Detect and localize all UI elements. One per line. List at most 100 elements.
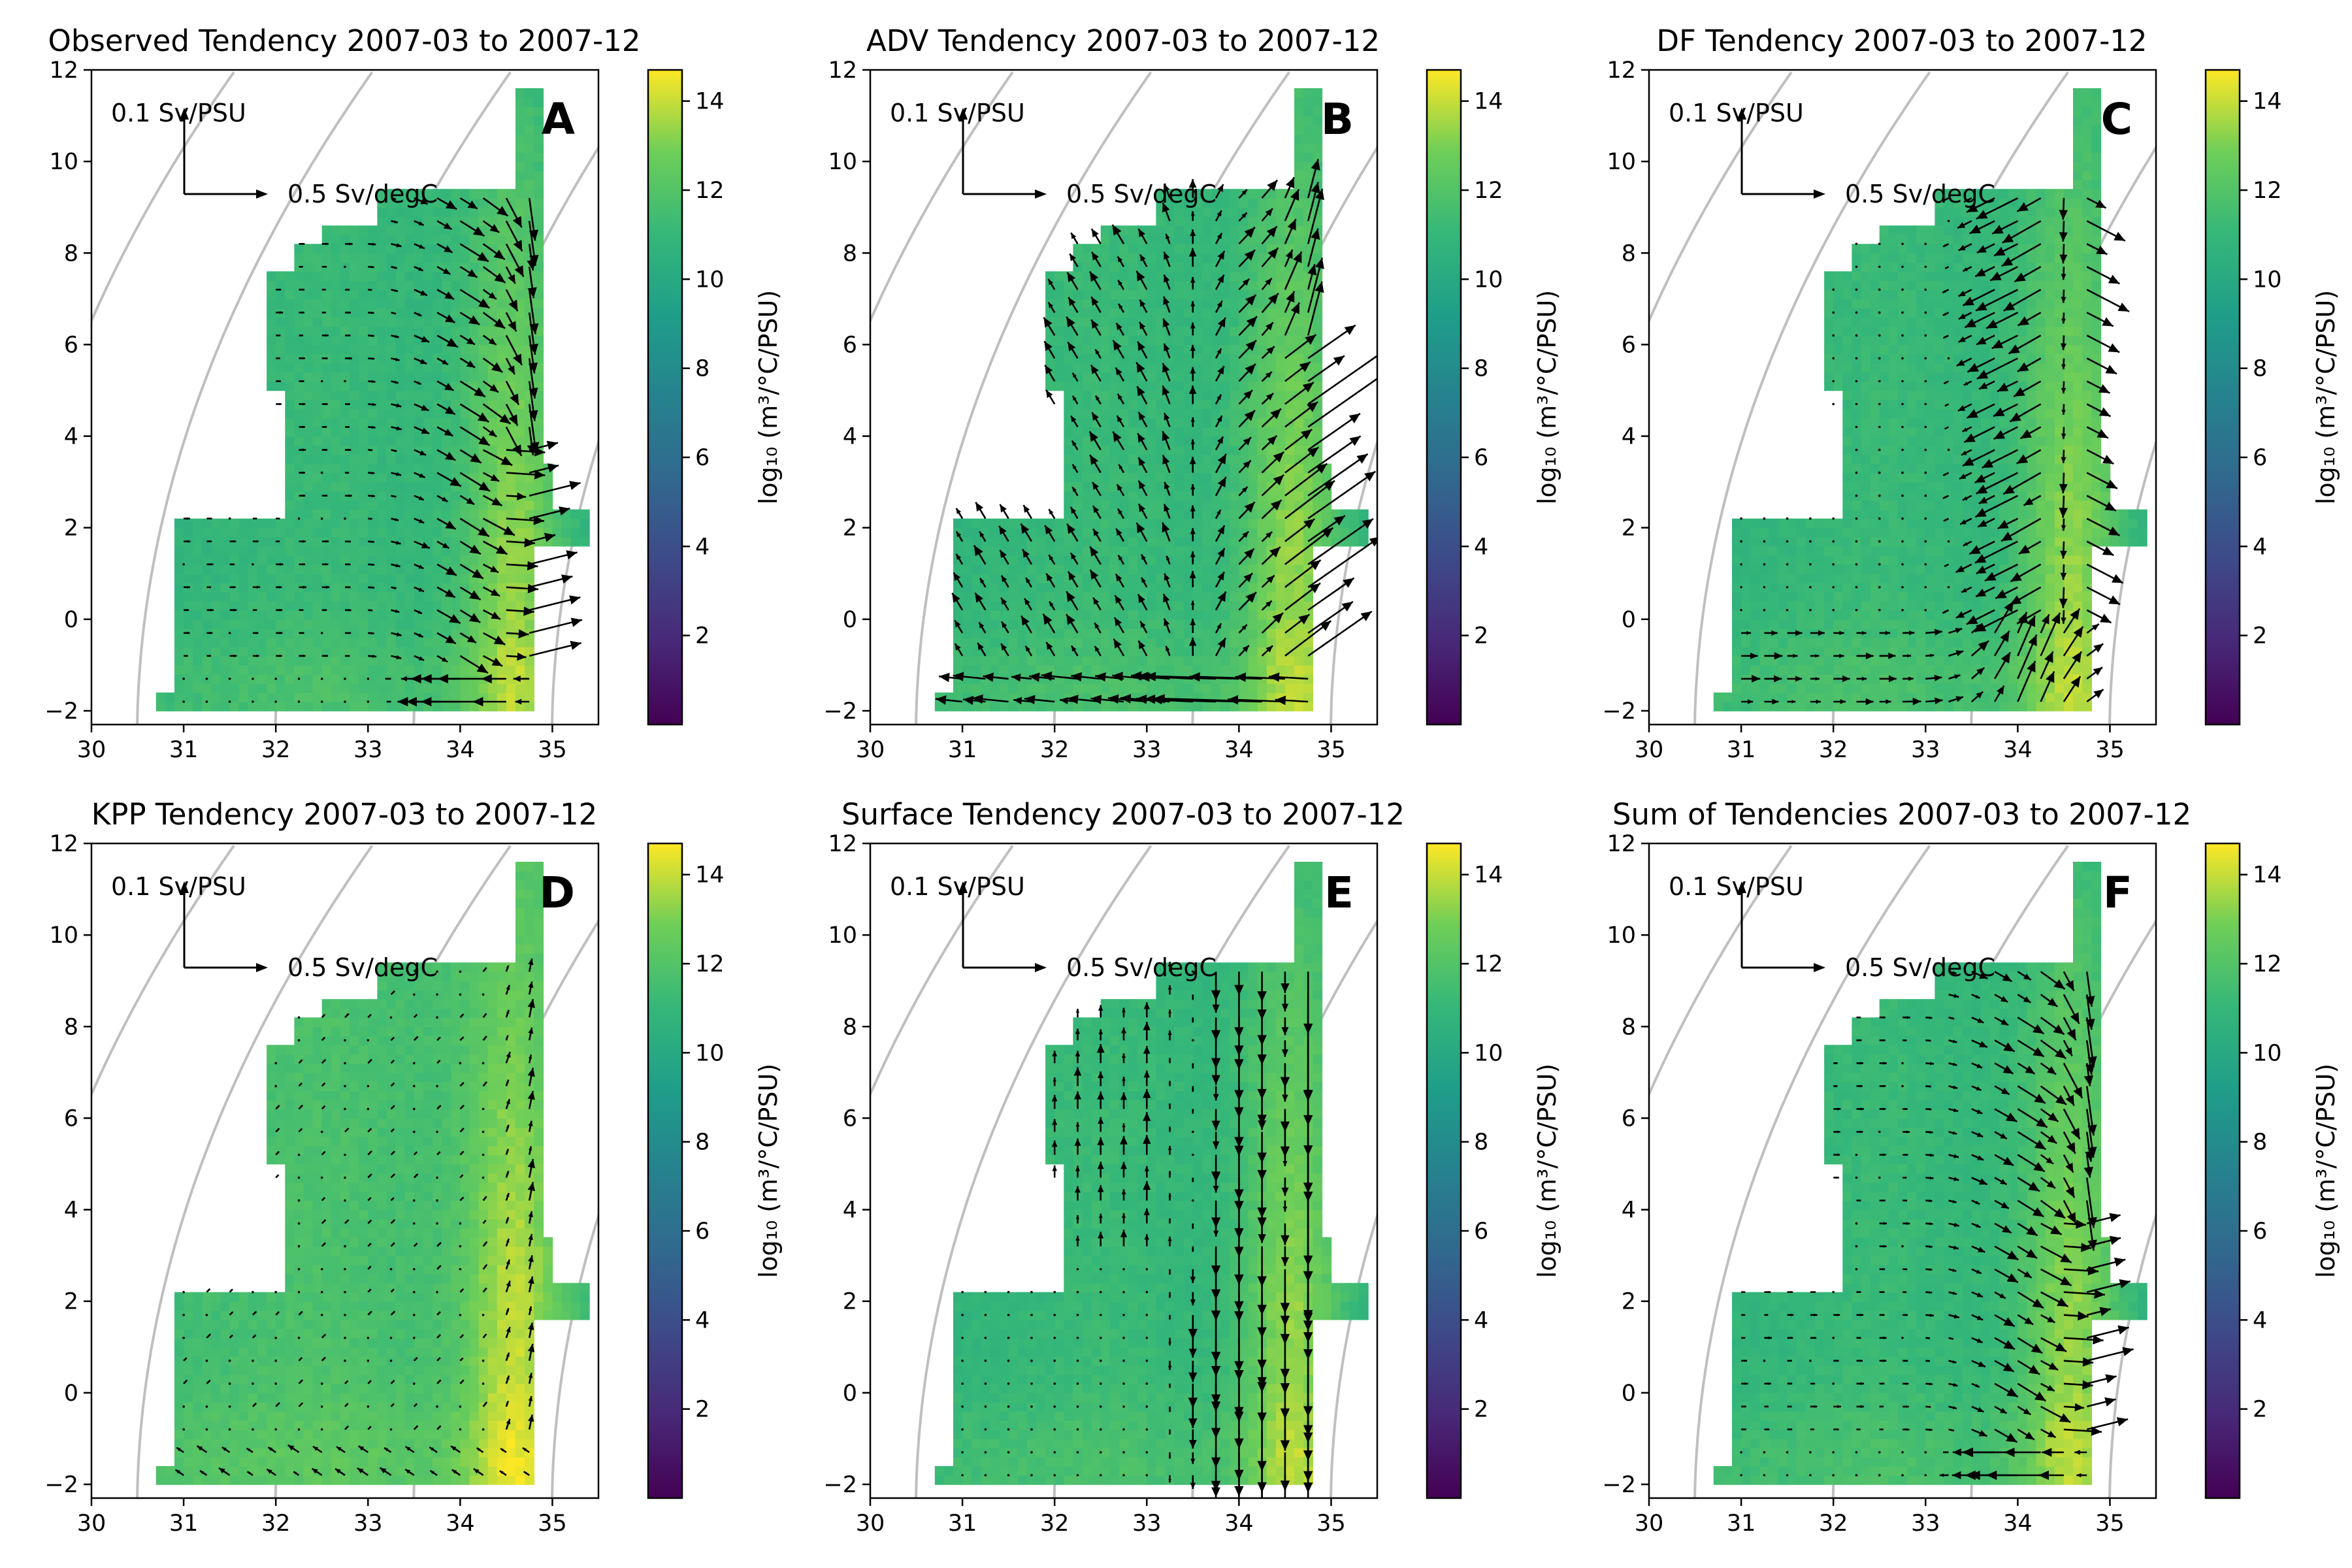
panel-a-field-cell xyxy=(174,582,184,593)
panel-a-field-cell xyxy=(303,546,314,556)
panel-a-field-cell xyxy=(525,189,534,199)
panel-b-field-cell xyxy=(1100,308,1111,318)
panel-b-field-cell xyxy=(1239,491,1249,501)
panel-a-field-cell xyxy=(229,628,240,638)
panel-b-field-cell xyxy=(1054,335,1065,346)
panel-a-field-cell xyxy=(377,573,387,583)
panel-a-field-cell xyxy=(386,619,397,629)
panel-b-field-cell xyxy=(1128,335,1138,346)
panel-b-field-cell xyxy=(1147,664,1157,675)
panel-a-field-cell xyxy=(303,637,314,647)
panel-a-quiver-head xyxy=(395,380,399,384)
panel-a-field-cell xyxy=(534,161,544,171)
panel-a-field-cell xyxy=(368,381,378,391)
panel-a-field-cell xyxy=(350,244,359,254)
panel-a-field-cell xyxy=(469,509,480,519)
panel-b-field-cell xyxy=(1174,546,1184,556)
panel-a-quiver-head xyxy=(467,269,478,278)
panel-b-quiver-head xyxy=(1190,229,1196,237)
panel-a-field-cell xyxy=(478,518,489,529)
panel-b-field-cell xyxy=(1211,582,1221,593)
panel-a-field-cell xyxy=(202,655,212,666)
panel-a-field-cell xyxy=(451,527,461,538)
panel-b-field-cell xyxy=(972,664,982,675)
panel-b-field-cell xyxy=(999,683,1009,693)
panel-b-field-cell xyxy=(1257,317,1267,327)
panel-a-field-cell xyxy=(515,664,525,675)
panel-b-field-cell xyxy=(1230,344,1240,355)
panel-a-field-cell xyxy=(386,372,397,382)
panel-b-quiver-head xyxy=(955,620,961,628)
panel-a-field-cell xyxy=(561,518,572,529)
panel-a-field-cell xyxy=(350,363,359,373)
panel-a-field-cell xyxy=(525,299,534,309)
panel-b-field-cell xyxy=(1064,536,1074,547)
panel-a-field-cell xyxy=(515,702,525,711)
panel-a-field-cell xyxy=(294,436,304,446)
panel-b-field-cell xyxy=(1201,518,1212,529)
panel-b-field-cell xyxy=(1073,363,1083,373)
panel-b-quiver-head xyxy=(999,525,1007,535)
panel-b-quiver-head xyxy=(1217,548,1225,557)
panel-b-field-cell xyxy=(1156,299,1166,309)
panel-b-field-cell xyxy=(1201,564,1212,574)
panel-a-field-cell xyxy=(340,335,350,346)
panel-a-field-cell xyxy=(359,280,369,291)
panel-a-field-cell xyxy=(202,555,212,565)
panel-a-field-cell xyxy=(184,527,193,538)
panel-b-field-cell xyxy=(1128,390,1138,400)
panel-a-field-cell xyxy=(404,408,415,419)
panel-b-quiver-head xyxy=(1118,555,1123,561)
panel-b-field-cell xyxy=(1137,564,1148,574)
panel-b-field-cell xyxy=(1100,518,1111,529)
panel-a-field-cell xyxy=(368,280,378,291)
panel-a-field-cell xyxy=(359,417,369,428)
panel-b-quiver-head xyxy=(1024,694,1036,705)
panel-a-quiver-dot xyxy=(320,700,323,703)
panel-a-field-cell xyxy=(368,244,378,254)
panel-a-field-cell xyxy=(276,564,286,574)
panel-a-field-cell xyxy=(377,600,387,611)
panel-a-field-cell xyxy=(220,555,231,565)
panel-b-field-cell xyxy=(1174,344,1184,355)
panel-b-quiver-head xyxy=(1138,412,1146,421)
panel-b-quiver-head xyxy=(1267,435,1277,446)
panel-b-field-cell xyxy=(1109,271,1120,282)
panel-a-quiver-head xyxy=(478,482,490,491)
panel-a-field-cell xyxy=(312,472,323,483)
panel-a-field-cell xyxy=(395,344,406,355)
panel-a-field-cell xyxy=(276,299,286,309)
panel-a-field-cell xyxy=(368,655,378,666)
panel-a-field-cell xyxy=(451,235,461,245)
panel-a-field-cell xyxy=(478,619,489,629)
panel-b-quiver-head xyxy=(1344,325,1356,335)
panel-b-quiver-head xyxy=(1311,182,1320,193)
panel-b-field-cell xyxy=(1064,509,1074,519)
panel-a-quiver-head xyxy=(348,288,350,291)
panel-a-field-cell xyxy=(478,372,489,382)
panel-a-quiver-head xyxy=(233,608,237,612)
panel-a-quiver-head xyxy=(421,404,429,411)
panel-a-field-cell xyxy=(423,417,433,428)
panel-a-x-tick-label: 31 xyxy=(169,737,199,763)
panel-b-field-cell xyxy=(1082,610,1092,620)
panel-b-field-cell xyxy=(1082,253,1092,263)
panel-b-quiver-head xyxy=(1244,548,1254,559)
panel-a-field-cell xyxy=(442,235,451,245)
panel-a-field-cell xyxy=(414,509,424,519)
panel-a-quiver-head xyxy=(302,288,304,291)
panel-a-field-cell xyxy=(460,317,470,327)
panel-b-field-cell xyxy=(1248,399,1258,410)
panel-b-field-cell xyxy=(1230,454,1240,465)
panel-b-quiver-head xyxy=(1139,504,1146,512)
panel-b-field-cell xyxy=(1073,600,1083,611)
panel-b-field-cell xyxy=(1119,610,1129,620)
panel-a-field-cell xyxy=(331,573,341,583)
panel-b-quiver-arrow xyxy=(1189,676,1262,680)
panel-a-field-cell xyxy=(451,637,461,647)
panel-b-field-cell xyxy=(1201,308,1212,318)
panel-a-field-cell xyxy=(552,518,563,529)
panel-a-field-cell xyxy=(469,527,480,538)
panel-b-field-cell xyxy=(1045,591,1055,602)
panel-a-field-cell xyxy=(285,454,295,465)
